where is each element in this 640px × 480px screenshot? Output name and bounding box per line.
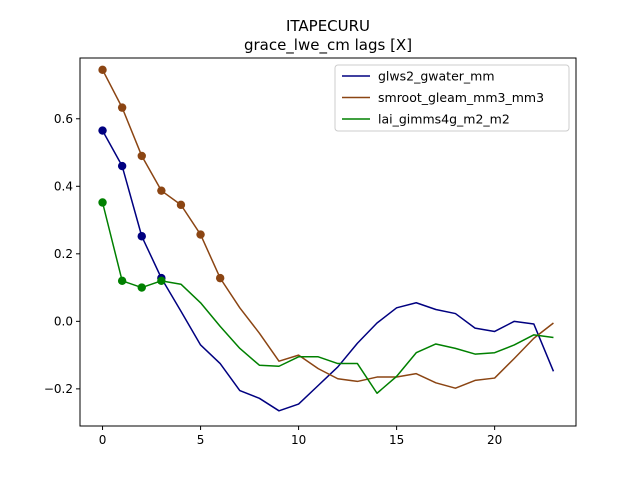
y-axis: −0.2 0.0 0.2 0.4 0.6 [44, 112, 80, 396]
data-point-glws2_gwater_mm [137, 232, 146, 241]
plot-area: 0 5 10 15 20 −0.2 0.0 0.2 0.4 0.6 [44, 57, 577, 447]
data-point-smroot_gleam_mm3_mm3 [157, 186, 166, 195]
x-tick-label: 20 [487, 433, 502, 447]
x-tick-label: 10 [291, 433, 306, 447]
data-point-glws2_gwater_mm [98, 126, 107, 135]
series-layer [98, 65, 555, 412]
legend: glws2_gwater_mm smroot_gleam_mm3_mm3 lai_g… [334, 64, 570, 132]
data-point-smroot_gleam_mm3_mm3 [98, 65, 107, 75]
y-tick-label: 0.6 [54, 112, 73, 126]
data-point-lai_gimms4g_m2_m2 [157, 276, 166, 286]
data-point-lai_gimms4g_m2_m2 [98, 198, 107, 207]
data-point-smroot_gleam_mm3_mm3 [176, 200, 186, 210]
y-tick-label: 0.0 [54, 314, 73, 328]
data-point-glws2_gwater_mm [117, 161, 127, 171]
data-point-lai_gimms4g_m2_m2 [117, 276, 127, 286]
data-point-smroot_gleam_mm3_mm3 [215, 273, 225, 283]
chart-subtitle: grace_lwe_cm lags [X] [244, 36, 412, 55]
y-tick-label: 0.4 [54, 179, 73, 193]
plot-frame [79, 57, 577, 427]
x-tick-label: 5 [197, 433, 205, 447]
x-tick-label: 15 [389, 433, 404, 447]
legend-box [334, 64, 570, 132]
legend-label: smroot_gleam_mm3_mm3 [378, 90, 544, 105]
legend-label: lai_gimms4g_m2_m2 [378, 112, 510, 127]
data-point-smroot_gleam_mm3_mm3 [196, 230, 205, 239]
series-line-lai_gimms4g_m2_m2 [101, 202, 554, 394]
data-point-smroot_gleam_mm3_mm3 [137, 151, 146, 161]
y-tick-label: −0.2 [44, 382, 73, 396]
chart-title: ITAPECURU [286, 17, 370, 35]
y-tick-label: 0.2 [54, 247, 73, 261]
x-axis: 0 5 10 15 20 [99, 426, 502, 447]
data-point-lai_gimms4g_m2_m2 [137, 283, 146, 292]
legend-label: glws2_gwater_mm [378, 69, 495, 84]
data-point-smroot_gleam_mm3_mm3 [117, 103, 127, 112]
series-line-glws2_gwater_mm [101, 130, 555, 412]
x-tick-label: 0 [99, 433, 107, 447]
